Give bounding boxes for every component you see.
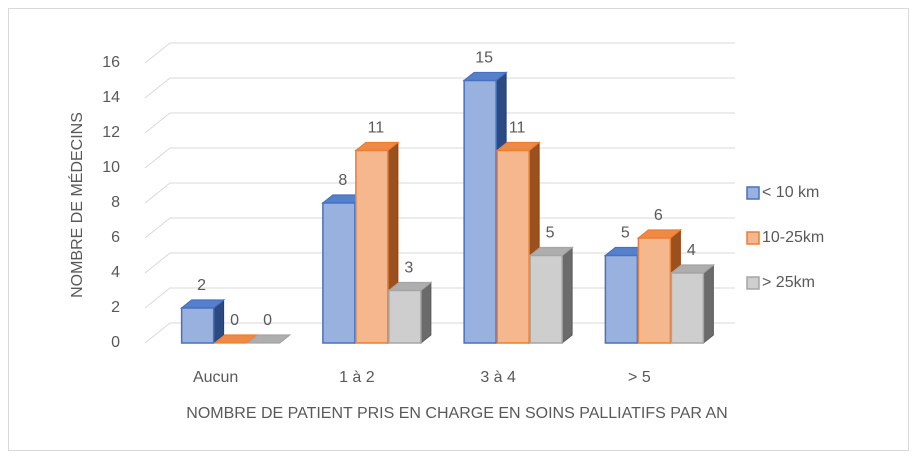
bar (245, 334, 292, 344)
bar-front (637, 237, 672, 344)
grid-line (144, 112, 735, 134)
data-label: 5 (546, 225, 555, 242)
bar-front (180, 307, 215, 344)
legend-swatch (746, 231, 760, 245)
x-tick-label: > 5 (628, 369, 651, 386)
bar-side (420, 281, 432, 345)
bar-front (604, 254, 639, 344)
legend-swatch (746, 186, 760, 200)
bar-front (388, 289, 422, 344)
grid-line (144, 182, 735, 204)
y-tick-label: 8 (111, 194, 120, 211)
bar-front (355, 149, 389, 344)
y-tick-label: 6 (111, 229, 120, 246)
bar-front (529, 254, 563, 344)
y-tick-label: 2 (111, 299, 120, 316)
legend-label: 10-25km (762, 229, 824, 246)
data-label: 3 (404, 260, 413, 277)
bar (528, 246, 574, 345)
legend-label: < 10 km (762, 184, 819, 201)
grid-line (144, 77, 735, 99)
bar (387, 281, 433, 345)
y-axis-title: NOMBRE DE MÉDECINS (67, 112, 86, 298)
data-label: 0 (230, 312, 239, 329)
bar-top (245, 334, 292, 344)
bar-front (670, 272, 705, 344)
y-tick-label: 0 (111, 334, 120, 351)
grid-line (144, 217, 735, 239)
bar-side (561, 246, 573, 345)
bar-front (322, 202, 356, 344)
x-tick-label: Aucun (193, 369, 238, 386)
data-label: 6 (654, 207, 663, 224)
grid-line (144, 42, 735, 64)
chart-frame (8, 8, 909, 451)
bar (212, 334, 259, 344)
bar-top (212, 334, 259, 344)
bar (179, 298, 226, 345)
bar (669, 263, 716, 345)
x-tick-label: 3 à 4 (480, 369, 516, 386)
bar-side (702, 263, 714, 345)
data-label: 4 (687, 242, 696, 259)
data-label: 0 (263, 312, 272, 329)
y-tick-label: 16 (102, 54, 120, 71)
x-tick-label: 1 à 2 (339, 369, 375, 386)
data-label: 11 (509, 120, 526, 137)
legend-swatch (746, 276, 760, 290)
data-label: 15 (475, 50, 493, 67)
data-label: 11 (368, 120, 385, 137)
data-label: 5 (621, 225, 630, 242)
data-label: 8 (338, 172, 347, 189)
data-label: 2 (197, 277, 206, 294)
bar-front (463, 79, 497, 344)
bar-front (496, 149, 530, 344)
legend-label: > 25km (762, 274, 815, 291)
grid-line (144, 147, 735, 169)
y-tick-label: 10 (102, 159, 120, 176)
x-axis-title: NOMBRE DE PATIENT PRIS EN CHARGE EN SOIN… (186, 405, 727, 422)
y-tick-label: 4 (111, 264, 120, 281)
y-tick-label: 14 (102, 89, 120, 106)
y-tick-label: 12 (102, 124, 120, 141)
